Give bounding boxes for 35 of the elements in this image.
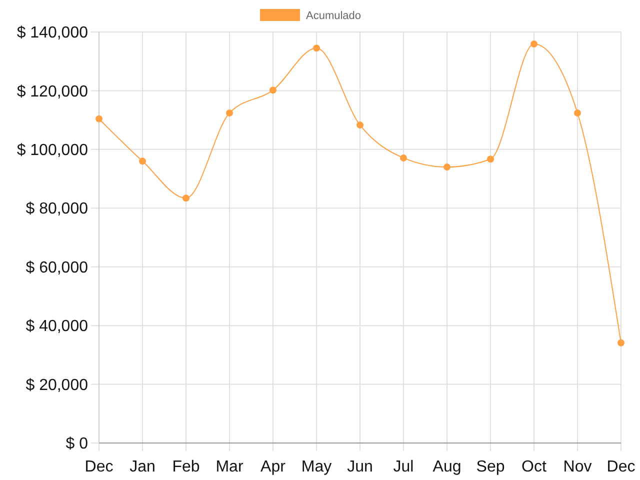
point (226, 110, 233, 117)
x-tick-label: Oct (522, 458, 547, 476)
point (356, 122, 364, 129)
point (530, 40, 538, 48)
y-tick-label: $ 40,000 (26, 318, 88, 336)
point (139, 158, 146, 165)
y-tick-label: $ 60,000 (26, 259, 88, 276)
point (270, 86, 276, 94)
point (618, 339, 624, 346)
x-tick-label: Aug (432, 458, 462, 476)
legend-label: Acumulado (306, 10, 362, 22)
point (313, 44, 320, 52)
y-tick-label: $ 100,000 (16, 142, 88, 160)
x-tick-label: Dec (84, 458, 114, 476)
x-tick-label: Mar (216, 458, 244, 476)
x-tick-label: Nov (563, 458, 592, 476)
y-tick-label: $ 0 (66, 436, 88, 453)
point (182, 194, 190, 202)
y-tick-label: $ 20,000 (26, 376, 88, 394)
x-tick-label: Apr (260, 458, 286, 476)
point (444, 164, 450, 171)
point (574, 110, 581, 117)
x-tick-label: Jan (130, 458, 156, 476)
x-tick-label: Feb (172, 458, 200, 476)
point (400, 154, 407, 162)
point (487, 156, 494, 163)
x-tick-label: Dec (606, 458, 636, 476)
y-tick-label: $ 120,000 (16, 83, 88, 100)
x-tick-label: Jun (347, 458, 373, 476)
y-tick-label: $ 80,000 (26, 200, 88, 218)
x-tick-label: Sep (476, 458, 505, 476)
x-tick-label: Jul (393, 458, 414, 476)
point (96, 115, 102, 122)
x-tick-label: May (301, 458, 332, 476)
y-tick-label: $ 140,000 (16, 24, 88, 42)
